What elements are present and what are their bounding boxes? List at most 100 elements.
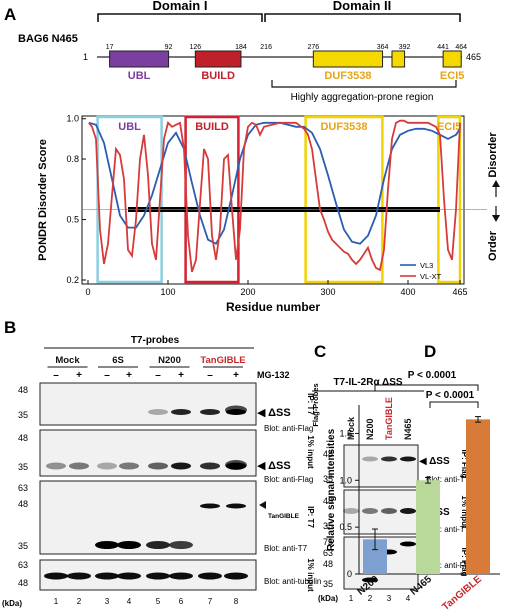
d-y-tick-label: 0 [347, 569, 352, 579]
c-column-label: N465 [403, 418, 413, 440]
boundary-label: 126 [189, 44, 201, 51]
b1-band-label: ◀ ΔSS [257, 407, 291, 419]
group-labels: Mock 6S N200 TanGIBLE [47, 355, 246, 368]
b2-marker-35: 35 [18, 462, 28, 472]
b2-marker-48: 48 [18, 433, 28, 443]
region-label: ECI5 [437, 121, 461, 133]
blot-band [362, 508, 378, 514]
boundary-labels: 17 92 126 184 216 276 364 392 441 464 [106, 44, 467, 51]
d-category-label: TanGIBLE [440, 574, 484, 611]
boundary-label: 441 [437, 44, 449, 51]
boundary-label: 216 [260, 44, 272, 51]
blot-band [198, 572, 222, 580]
panel-d-label: D [424, 342, 436, 361]
plot-frame [81, 115, 465, 285]
y-axis-ticks: 0.2 0.5 0.8 1.0 [66, 114, 86, 285]
y-tick-label: 1.0 [66, 114, 79, 124]
panel-c-label: C [314, 342, 326, 361]
b1-marker-48: 48 [18, 385, 28, 395]
mg-symbol: + [178, 370, 184, 381]
panel-a-label: A [4, 5, 16, 24]
lane-number: 3 [105, 597, 110, 606]
d-categories: N200 N465 TanGIBLE [356, 574, 485, 611]
y-tick-label: 0.2 [66, 275, 79, 285]
c-flag-probes: Flag-Probes [311, 383, 320, 426]
c1-band-label: ◀ ΔSS [419, 456, 450, 467]
d-y-label: Relative signal intensities [326, 428, 337, 551]
b-blot4-bands [44, 572, 248, 580]
domain-2-label: Domain II [333, 0, 392, 13]
y-tick-label: 0.8 [66, 154, 79, 164]
region-label: UBL [118, 121, 141, 133]
c-lane-number: 1 [349, 594, 354, 603]
c-column-label: Mock [346, 416, 356, 440]
blot-band [117, 572, 141, 580]
p2-bracket [429, 401, 479, 408]
b-blot-3 [39, 480, 257, 555]
domain-2-bracket [264, 13, 461, 22]
region-boxes: UBL BUILD DUF3538 ECI5 [96, 115, 461, 284]
b3-marker-48: 48 [18, 499, 28, 509]
c3-marker-75: 75 [323, 537, 333, 547]
blot-band [225, 405, 247, 415]
group-label: TanGIBLE [200, 355, 245, 366]
blot-band [148, 409, 168, 415]
group-label: Mock [55, 355, 80, 366]
boundary-label: 92 [165, 44, 173, 51]
protein-name: BAG6 N465 [18, 33, 78, 45]
domain-boxes: UBL BUILD DUF3538 ECI5 [109, 50, 464, 82]
blot-band [400, 541, 416, 547]
blot-band [381, 508, 397, 514]
lane-number: 6 [179, 597, 184, 606]
b4-marker-48: 48 [18, 578, 28, 588]
blot-band [169, 541, 193, 549]
x-tick-label: 465 [452, 287, 467, 297]
y-tick-label: 0.5 [66, 215, 79, 225]
c-title: T7-IL-2Rα ΔSS [333, 377, 402, 388]
c-lane-numbers: 1 2 3 4 [349, 594, 411, 603]
blot-band [169, 572, 193, 580]
region-label: DUF3538 [320, 121, 367, 133]
c1-marker-35: 35 [323, 474, 333, 484]
domain-1-bracket [97, 13, 263, 22]
panel-d: D P < 0.0001 P < 0.0001 Relative signal … [326, 342, 500, 611]
b1-marker-35: 35 [18, 410, 28, 420]
mg-symbol: + [126, 370, 132, 381]
mg-treatment-row: – + – + – + – + [53, 370, 239, 381]
c2-blot-label: Blot: anti-T7 [426, 525, 470, 534]
blot-band [95, 572, 119, 580]
blot-band [46, 462, 66, 470]
blot-band [146, 572, 170, 580]
blot-band [146, 541, 170, 549]
mg-symbol: – [207, 370, 213, 381]
mg-symbol: – [104, 370, 110, 381]
c1-marker-48: 48 [323, 449, 333, 459]
b2-band-label: ◀ ΔSS [257, 460, 291, 472]
c1-side: IP: Flag [460, 450, 469, 479]
c-column-label: TanGIBLE [384, 397, 394, 440]
region-label: BUILD [195, 121, 229, 133]
lane-number: 2 [77, 597, 82, 606]
p1-label: P < 0.0001 [408, 370, 457, 381]
series-group [88, 119, 461, 273]
group-label: N200 [158, 355, 181, 366]
mg-label: MG-132 [257, 370, 290, 380]
blot-band [362, 456, 378, 462]
c-lane-number: 4 [406, 594, 411, 603]
disorder-arrowhead [492, 180, 500, 187]
blot-band [95, 541, 119, 549]
blot-band [119, 462, 139, 470]
mg-symbol: – [53, 370, 59, 381]
c-blot2-bands [343, 508, 416, 514]
c3-blot-label: Blot: anti-Flag [426, 561, 475, 570]
lane-numbers: 1 2 3 4 5 6 7 8 [54, 597, 239, 606]
lane-number: 8 [234, 597, 239, 606]
mg-symbol: – [155, 370, 161, 381]
domain-box [109, 50, 170, 68]
probes-title: T7-probes [131, 335, 180, 346]
aggregation-label: Highly aggregation-prone region [291, 92, 434, 103]
c-column-labels: Mock N200 TanGIBLE N465 [346, 397, 413, 440]
b-blot-1 [39, 382, 257, 426]
blot-band [200, 462, 220, 470]
b1-blot-label: Blot: anti-Flag [264, 424, 313, 433]
